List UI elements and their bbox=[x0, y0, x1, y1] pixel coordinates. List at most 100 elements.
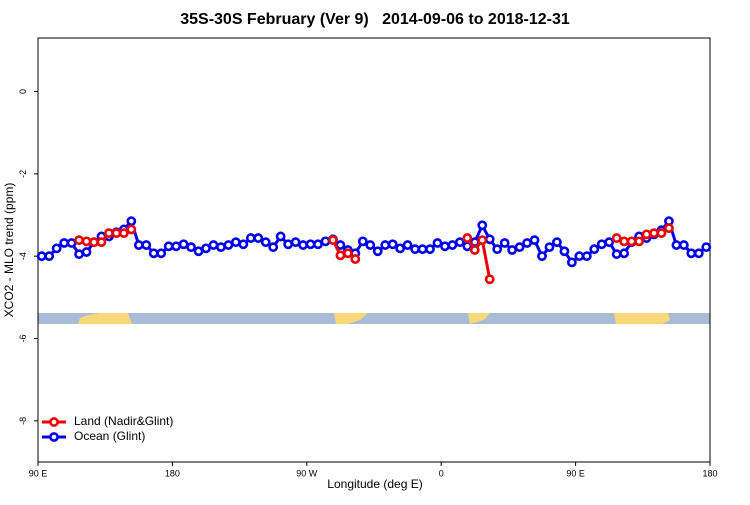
data-point bbox=[619, 248, 630, 259]
data-point bbox=[66, 238, 77, 248]
data-point bbox=[201, 243, 211, 254]
data-point bbox=[693, 248, 704, 259]
data-point bbox=[589, 244, 600, 255]
data-point bbox=[566, 257, 577, 268]
data-point bbox=[529, 235, 540, 246]
data-point bbox=[499, 238, 510, 248]
data-point bbox=[298, 240, 308, 250]
data-point bbox=[230, 237, 241, 248]
data-point bbox=[350, 254, 361, 264]
data-point bbox=[484, 234, 495, 245]
data-point bbox=[559, 246, 570, 257]
x-tick-label: 180 bbox=[165, 468, 180, 478]
data-point bbox=[253, 233, 264, 243]
data-point bbox=[596, 239, 607, 250]
data-point bbox=[365, 240, 376, 250]
data-point bbox=[425, 244, 435, 255]
data-point bbox=[89, 237, 99, 248]
ocean-band bbox=[38, 313, 710, 324]
data-point bbox=[111, 228, 122, 239]
data-point bbox=[417, 244, 428, 255]
data-point bbox=[335, 250, 346, 261]
data-point bbox=[193, 246, 204, 257]
data-point bbox=[59, 238, 70, 248]
data-point bbox=[552, 237, 562, 248]
data-point bbox=[477, 220, 488, 231]
chart-title: 35S-30S February (Ver 9) 2014-09-06 to 2… bbox=[180, 11, 570, 28]
data-point bbox=[305, 239, 316, 250]
data-point bbox=[440, 241, 450, 252]
data-point bbox=[357, 236, 368, 247]
data-point bbox=[245, 233, 256, 243]
data-point bbox=[81, 236, 92, 247]
data-point bbox=[238, 239, 249, 250]
data-point bbox=[581, 251, 592, 262]
data-point bbox=[522, 238, 532, 248]
legend-marker bbox=[49, 432, 59, 442]
data-point bbox=[611, 249, 622, 260]
data-point bbox=[649, 228, 659, 239]
data-point bbox=[469, 245, 480, 255]
data-point bbox=[410, 244, 420, 255]
data-point bbox=[395, 243, 406, 254]
data-point bbox=[104, 228, 114, 239]
data-point bbox=[148, 248, 159, 259]
data-point bbox=[171, 241, 182, 252]
data-point bbox=[74, 235, 84, 246]
data-point bbox=[604, 237, 615, 248]
data-point bbox=[574, 251, 585, 262]
data-point bbox=[126, 224, 137, 235]
data-point bbox=[507, 245, 518, 255]
data-point bbox=[186, 242, 196, 253]
data-point bbox=[432, 238, 443, 248]
data-point bbox=[342, 248, 353, 259]
data-point bbox=[126, 216, 137, 227]
legend-label: Land (Nadir&Glint) bbox=[74, 414, 173, 428]
land-mask bbox=[38, 313, 710, 324]
data-point bbox=[141, 240, 152, 250]
data-point bbox=[537, 251, 547, 262]
data-point bbox=[260, 237, 271, 248]
data-point bbox=[208, 240, 219, 250]
data-point bbox=[701, 242, 712, 253]
land-patch bbox=[334, 313, 368, 324]
data-point bbox=[402, 240, 413, 250]
land-patch bbox=[78, 313, 132, 324]
data-point bbox=[216, 242, 226, 253]
x-axis-label: Longitude (deg E) bbox=[327, 477, 422, 491]
data-point bbox=[387, 239, 398, 250]
data-point bbox=[372, 246, 383, 257]
data-point bbox=[118, 228, 129, 239]
data-point bbox=[678, 240, 689, 250]
legend-marker bbox=[49, 417, 59, 427]
x-tick-label: 90 E bbox=[566, 468, 585, 478]
data-point bbox=[492, 244, 503, 255]
data-point bbox=[74, 249, 84, 260]
data-point bbox=[641, 229, 652, 240]
y-axis-label: XCO2 - MLO trend (ppm) bbox=[2, 183, 16, 318]
data-point bbox=[328, 235, 338, 246]
y-tick-label: -2 bbox=[18, 170, 28, 178]
data-point bbox=[178, 239, 189, 250]
legend-label: Ocean (Glint) bbox=[74, 429, 145, 443]
data-point bbox=[380, 240, 391, 250]
data-point bbox=[454, 237, 465, 248]
data-point bbox=[44, 251, 55, 262]
x-tick-label: 90 E bbox=[29, 468, 48, 478]
legend: Land (Nadir&Glint)Ocean (Glint) bbox=[42, 414, 173, 443]
y-tick-label: 0 bbox=[18, 89, 28, 94]
data-point bbox=[81, 247, 92, 257]
data-point bbox=[634, 236, 644, 247]
data-point bbox=[275, 231, 286, 242]
data-point bbox=[626, 236, 637, 247]
data-point bbox=[514, 242, 525, 253]
data-point bbox=[544, 242, 555, 253]
data-point bbox=[96, 237, 107, 248]
x-tick-label: 0 bbox=[439, 468, 444, 478]
x-tick-label: 90 W bbox=[296, 468, 318, 478]
data-point bbox=[268, 242, 279, 253]
data-point bbox=[671, 240, 682, 250]
data-point bbox=[447, 240, 458, 250]
